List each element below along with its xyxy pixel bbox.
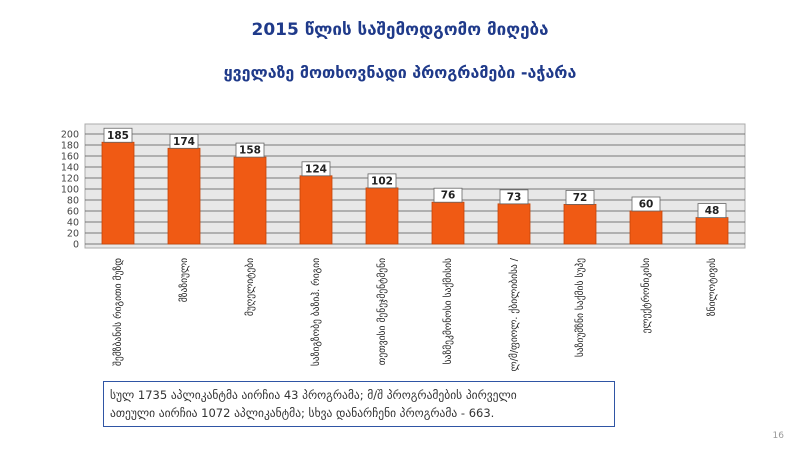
bar bbox=[497, 203, 531, 245]
y-tick-label: 200 bbox=[61, 130, 79, 141]
x-tick-label: ლ/მ/ფიოლ. ქბილიბისა / bbox=[509, 257, 520, 371]
data-label-box bbox=[367, 173, 397, 189]
data-label: 158 bbox=[239, 145, 261, 157]
data-label: 48 bbox=[705, 205, 720, 217]
page-number: 16 bbox=[772, 431, 784, 441]
data-label: 60 bbox=[639, 199, 654, 211]
summary-note: სულ 1735 აპლიკანტმა აირჩია 43 პროგრამა; … bbox=[103, 381, 615, 427]
summary-line-1: სულ 1735 აპლიკანტმა აირჩია 43 პროგრამა; … bbox=[110, 388, 517, 402]
x-tick-label: ზნილოტივის bbox=[707, 258, 718, 316]
x-tick-label: შემზბანის რიგითი მუზდ bbox=[113, 258, 124, 366]
bar bbox=[233, 156, 267, 245]
y-tick-label: 160 bbox=[61, 152, 79, 163]
x-tick-label: მუღელიტები bbox=[245, 258, 256, 316]
data-label-box bbox=[631, 196, 661, 212]
bar bbox=[299, 175, 333, 245]
bar bbox=[101, 141, 135, 245]
chart-title: 2015 წლის საშემოდგომო მიღება bbox=[251, 20, 549, 40]
y-tick-label: 0 bbox=[73, 240, 79, 251]
summary-line-2: ათეული აირჩია 1072 აპლიკანტმა; სხვა დანა… bbox=[110, 406, 495, 420]
data-label-box bbox=[301, 161, 331, 177]
x-tick-label: მზაზიული bbox=[179, 258, 190, 302]
data-label: 124 bbox=[305, 163, 327, 175]
x-tick-label: საზიუმზნი საქმის სუპე bbox=[575, 258, 586, 357]
bar bbox=[365, 187, 399, 245]
y-tick-label: 100 bbox=[61, 185, 79, 196]
bar bbox=[563, 203, 597, 245]
data-label-box bbox=[433, 187, 463, 203]
y-tick-label: 180 bbox=[61, 141, 79, 152]
bar bbox=[431, 201, 465, 245]
x-tick-label: საზმეკმონოსი საქმისის bbox=[443, 258, 454, 364]
bar bbox=[167, 147, 201, 245]
bar bbox=[629, 210, 663, 245]
data-label: 102 bbox=[371, 175, 393, 187]
data-label: 73 bbox=[507, 191, 522, 203]
data-label-box bbox=[499, 189, 529, 205]
y-tick-label: 140 bbox=[61, 163, 79, 174]
x-tick-label: საზიგზობე ბაზიჰ. რიგიი bbox=[311, 258, 322, 366]
x-tick-label: თეთვისი მენეჯმენტმენი bbox=[377, 258, 388, 365]
data-label-box bbox=[565, 189, 595, 205]
data-label: 174 bbox=[173, 136, 195, 148]
data-label-box bbox=[103, 127, 133, 143]
y-tick-label: 40 bbox=[67, 218, 79, 229]
y-tick-label: 60 bbox=[67, 207, 79, 218]
y-tick-label: 120 bbox=[61, 174, 79, 185]
data-label: 76 bbox=[441, 190, 456, 202]
bar bbox=[695, 217, 729, 245]
data-label: 72 bbox=[573, 192, 588, 204]
data-label-box bbox=[235, 142, 265, 158]
y-tick-label: 20 bbox=[67, 229, 79, 240]
chart-subtitle: ყველაზე მოთხოვნადი პროგრამები -აჭარა bbox=[223, 63, 577, 82]
data-label-box bbox=[697, 203, 727, 219]
y-tick-label: 80 bbox=[67, 196, 79, 207]
x-tick-label: ელექტრონიკისი bbox=[641, 258, 652, 333]
data-label: 185 bbox=[107, 130, 129, 142]
data-label-box bbox=[169, 133, 199, 149]
